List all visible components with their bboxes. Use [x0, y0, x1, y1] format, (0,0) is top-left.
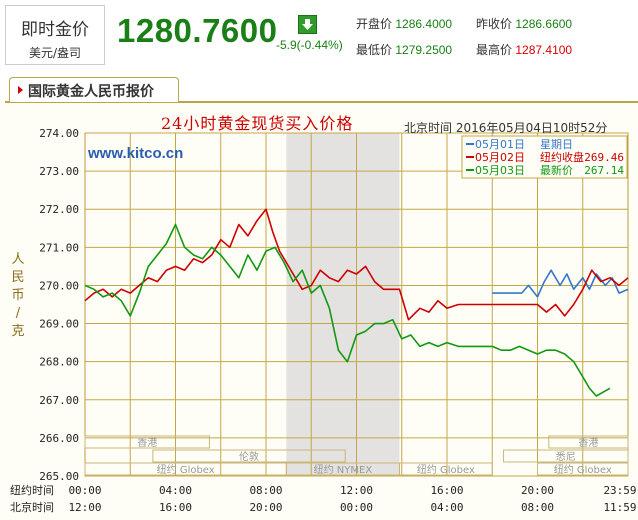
y-tick-label: 266.00 — [39, 432, 79, 445]
prev-close-value: 1286.6600 — [515, 17, 573, 31]
prev-close-label: 昨收价 — [476, 17, 513, 31]
chart-title: 24小时黄金现货买入价格 — [161, 114, 353, 133]
watermark: www.kitco.cn — [87, 145, 183, 162]
tab-gold-rmb[interactable]: 国际黄金人民币报价 — [9, 77, 179, 102]
current-price: 1280.7600 — [117, 12, 278, 49]
y-tick-label: 268.00 — [39, 356, 79, 369]
legend-box — [461, 135, 628, 179]
low-price-label: 最低价 — [356, 43, 393, 57]
legend-label: 最新价 — [540, 163, 573, 177]
market-session-bar — [537, 462, 629, 476]
series-line-05月03日 — [84, 223, 611, 397]
series-line-05月01日 — [492, 269, 629, 298]
y-tick-label: 265.00 — [39, 470, 79, 483]
x-tick-label-bj: 04:00 — [430, 501, 463, 514]
x-tick-label-ny: 04:00 — [159, 484, 192, 497]
market-session-bar — [84, 435, 210, 449]
x-tick-label-ny: 20:00 — [521, 484, 554, 497]
y-tick-label: 274.00 — [39, 127, 79, 140]
x-tick-label-bj: 12:00 — [68, 501, 101, 514]
series-line-05月02日 — [84, 208, 629, 321]
open-price-stat: 开盘价 1286.4000 — [356, 15, 452, 32]
market-session-label: 纽约 Globex — [554, 463, 612, 476]
tab-underline — [5, 101, 638, 103]
high-price-stat: 最高价 1287.4100 — [476, 41, 572, 58]
low-price-value: 1279.2500 — [395, 43, 453, 57]
y-tick-label: 269.00 — [39, 318, 79, 331]
quote-title: 即时金价 — [21, 20, 89, 40]
market-session-bar — [548, 435, 629, 449]
market-session-label: 香港 — [578, 437, 598, 449]
x-tick-label-ny: 08:00 — [249, 484, 282, 497]
down-arrow-icon — [298, 15, 317, 34]
legend-value: 269.46 — [584, 151, 624, 164]
x-tick-label-bj: 20:00 — [249, 501, 282, 514]
quote-title-box: 即时金价 美元/盎司 — [5, 5, 105, 65]
gold-price-chart: 274.00 273.00 272.00 271.00 270.00 269.00 268.… — [0, 103, 638, 520]
open-price-value: 1286.4000 — [395, 17, 453, 31]
x-tick-label-ny: 16:00 — [430, 484, 463, 497]
y-tick-label: 267.00 — [39, 394, 79, 407]
price-change: -5.9(-0.44%) — [276, 38, 343, 52]
chart-timestamp: 北京时间 2016年05月04日10时52分 — [404, 121, 607, 135]
row-label-bj: 北京时间 — [10, 500, 54, 514]
y-tick-label: 272.00 — [39, 203, 79, 216]
market-session-label: 悉尼 — [556, 451, 576, 463]
low-price-stat: 最低价 1279.2500 — [356, 41, 452, 58]
market-session-bar — [398, 462, 493, 476]
y-tick-label: 273.00 — [39, 165, 79, 178]
x-tick-label-bj: 08:00 — [521, 501, 554, 514]
x-tick-label-ny: 00:00 — [68, 484, 101, 497]
market-session-label: 伦敦 — [239, 450, 259, 463]
legend-date: 05月03日 — [475, 164, 525, 177]
legend-label: 星期日 — [540, 138, 573, 151]
legend-label: 纽约收盘 — [540, 150, 584, 164]
market-session-label: 香港 — [137, 437, 157, 449]
tab-label: 国际黄金人民币报价 — [28, 84, 154, 100]
high-price-label: 最高价 — [476, 43, 513, 57]
y-tick-label: 271.00 — [39, 241, 79, 254]
row-label-ny: 纽约时间 — [10, 483, 54, 497]
market-session-bar — [503, 449, 629, 463]
legend-date: 05月01日 — [475, 138, 525, 151]
x-tick-label-ny: 12:00 — [340, 484, 373, 497]
x-tick-label-bj: 00:00 — [340, 501, 373, 514]
y-tick-label: 270.00 — [39, 279, 79, 292]
tab-marker-icon — [18, 86, 23, 94]
market-session-label: 纽约 NYMEX — [314, 463, 373, 476]
legend-value: 267.14 — [584, 164, 624, 177]
open-price-label: 开盘价 — [356, 17, 393, 31]
market-session-bar — [152, 449, 346, 463]
legend-date: 05月02日 — [475, 151, 525, 164]
quote-unit: 美元/盎司 — [28, 46, 82, 60]
high-price-value: 1287.4100 — [515, 43, 573, 57]
prev-close-stat: 昨收价 1286.6600 — [476, 15, 572, 32]
x-tick-label-bj: 16:00 — [159, 501, 192, 514]
y-axis-label: 人民币/克 — [11, 252, 24, 339]
market-session-label: 纽约 Globex — [417, 463, 475, 476]
market-session-label: 纽约 Globex — [157, 463, 215, 476]
x-tick-label-ny: 23:59 — [603, 484, 636, 497]
x-tick-label-bj: 11:59 — [603, 501, 636, 514]
nymex-session-shade — [286, 133, 400, 476]
